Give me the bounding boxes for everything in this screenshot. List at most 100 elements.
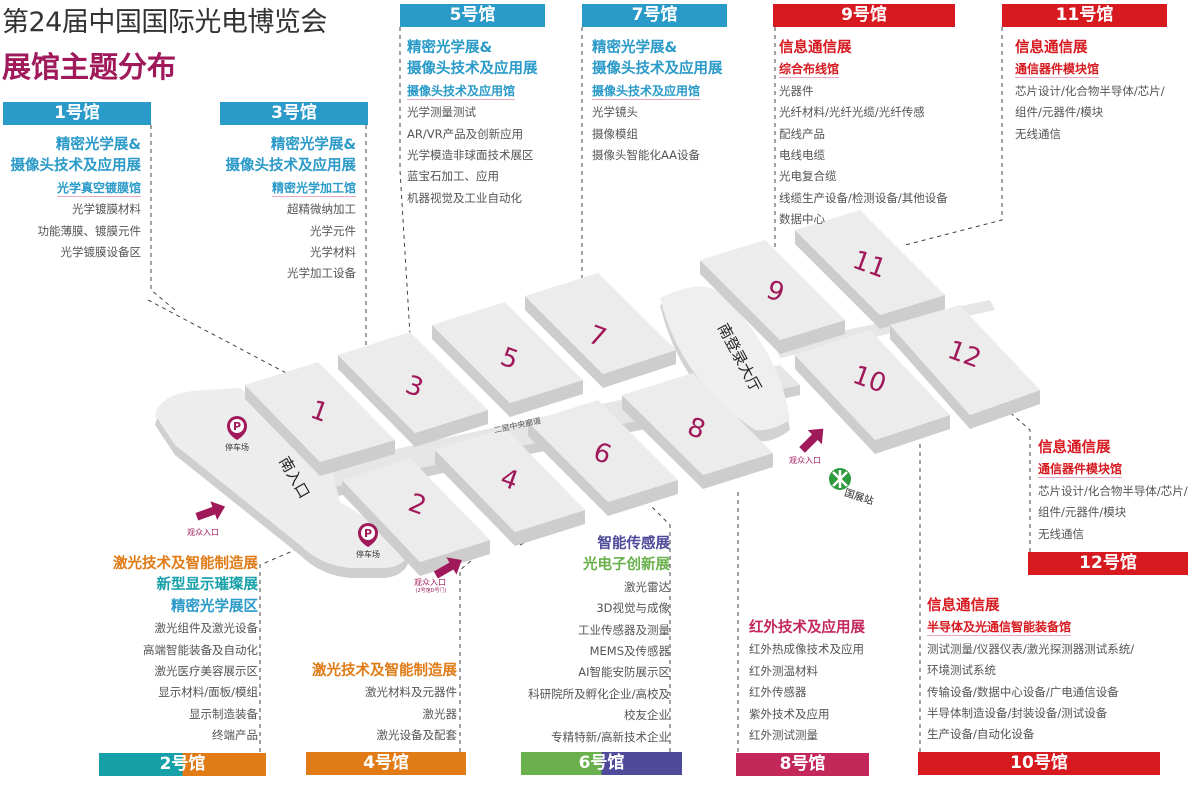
hall-side (432, 325, 583, 417)
leader-line (989, 394, 1031, 552)
pavilion-subtitle: 光学真空镀膜馆 (11, 178, 141, 199)
category-item: 光学镀膜设备区 (60, 244, 142, 259)
hall-side (342, 480, 490, 576)
hall-roof (432, 302, 583, 403)
leader-line (459, 544, 491, 752)
hall-header-h5[interactable]: 5号馆 (400, 4, 545, 27)
pavilion-subtitle-text: 精密光学加工馆 (271, 180, 356, 197)
hall-4[interactable]: 4 (435, 428, 585, 546)
exhibition-title: 精密光学展& (270, 137, 356, 153)
hall-header-h6[interactable]: 6号馆 (521, 752, 682, 775)
hall-info-h10: 信息通信展 半导体及光通信智能装备馆 测试测量/仪器仪表/激光探测器测试系统/环境测… (927, 596, 1134, 746)
hall-info-h9: 信息通信展 综合布线馆 光器件 光纤材料/光纤光缆/光纤传感 配线产品 电线电缆 光电复合缆… (779, 38, 948, 231)
exhibition-title: 摄像头技术及应用展 (225, 158, 357, 175)
hall-info-h4: 激光技术及智能制造展 激光材料及元器件 激光器 激光设备及配套 (312, 661, 457, 747)
pavilion-subtitle: 半导体及光通信智能装备馆 (927, 617, 1134, 638)
hall-info-h11: 信息通信展 通信器件模块馆 芯片设计/化合物半导体/芯片/组件/元器件/模块 无线通信 (1015, 38, 1165, 145)
pavilion-subtitle: 综合布线馆 (779, 59, 948, 80)
category-item: 激光医疗美容展示区 (154, 663, 259, 678)
exhibition-title: 精密光学展& (407, 40, 493, 56)
page-title: 展馆主题分布 (2, 50, 177, 84)
parking-label: 停车场 (225, 442, 249, 452)
svg-text:P: P (233, 420, 241, 433)
pavilion-subtitle-text: 综合布线馆 (779, 62, 840, 79)
hall-side (245, 385, 395, 476)
category-item: 激光组件及激光设备 (154, 621, 259, 636)
category-item: 配线产品 (779, 126, 825, 141)
hall-header-h4[interactable]: 4号馆 (306, 752, 466, 775)
hall-header-h7[interactable]: 7号馆 (582, 4, 727, 27)
exhibition-title: 新型显示璀璨展 (156, 577, 259, 594)
hall-3[interactable]: 3 (338, 332, 488, 447)
category-item: 红外热成像技术及应用 (749, 642, 864, 657)
category-item: 组件/元器件/模块 (1015, 105, 1104, 120)
entrance-note: (2号馆D号门) (416, 587, 447, 594)
hall-6[interactable]: 6 (528, 400, 678, 516)
category-item: 光学镀膜材料 (72, 202, 141, 217)
hall-roof (435, 428, 585, 532)
hall-header-h10[interactable]: 10号馆 (918, 752, 1160, 775)
hall-side (795, 230, 945, 329)
hall-2[interactable]: 2 (342, 458, 490, 576)
category-item: 功能薄膜、镀膜元件 (37, 223, 142, 238)
category-item: 显示制造装备 (189, 706, 258, 721)
pavilion-subtitle-text: 摄像头技术及应用馆 (592, 83, 701, 100)
hall-9[interactable]: 9 (700, 240, 845, 354)
hall-header-h3[interactable]: 3号馆 (220, 102, 368, 125)
category-item: 激光雷达 (624, 579, 670, 594)
category-item: 蓝宝石加工、应用 (407, 169, 499, 184)
hall-11[interactable]: 11 (795, 210, 945, 329)
category-item: 专精特新/高新技术企业 (551, 729, 670, 744)
category-item: AI智能安防展示区 (578, 665, 670, 680)
category-item: 光学镜头 (592, 105, 638, 120)
leader-line (649, 504, 671, 752)
pavilion-subtitle-text: 通信器件模块馆 (1015, 62, 1100, 79)
hall-roof (795, 210, 945, 315)
hall-roof (338, 332, 488, 433)
category-item: 光器件 (779, 83, 814, 98)
hall-info-h8: 红外技术及应用展 红外热成像技术及应用 红外测温材料 红外传感器 紫外技术及应用 红外测试… (749, 618, 865, 746)
audience-entrance-label: 观众入口 (414, 578, 446, 587)
pavilion-subtitle-text: 半导体及光通信智能装备馆 (927, 620, 1072, 637)
category-item: 激光设备及配套 (376, 728, 458, 743)
pavilion-subtitle-text: 通信器件模块馆 (1038, 462, 1123, 479)
hall-side (525, 296, 676, 388)
hall-side (795, 355, 950, 454)
hall-header-h2[interactable]: 2号馆 (99, 753, 266, 776)
hall-header-h11[interactable]: 11号馆 (1002, 4, 1167, 27)
hall-roof (622, 373, 773, 475)
exhibition-title: 精密光学展& (592, 40, 678, 56)
hall-10[interactable]: 10 (795, 330, 950, 454)
exhibition-title: 信息通信展 (1038, 440, 1111, 456)
category-item: 光学加工设备 (287, 266, 356, 281)
category-item: 光学元件 (310, 223, 356, 238)
leader-line (259, 519, 366, 752)
hall-header-h1[interactable]: 1号馆 (3, 102, 151, 125)
hall-8[interactable]: 8 (622, 373, 773, 489)
hall-5[interactable]: 5 (432, 302, 583, 417)
hall-info-h2: 激光技术及智能制造展 新型显示璀璨展 精密光学展区 激光组件及激光设备 高端智能装备及自… (113, 554, 258, 747)
parking-icon: P (358, 523, 378, 547)
hall-header-h9[interactable]: 9号馆 (773, 4, 955, 27)
hall-1[interactable]: 1 (245, 362, 395, 476)
pavilion-subtitle-text: 摄像头技术及应用馆 (407, 83, 516, 100)
hall-roof (528, 400, 678, 502)
hall-info-h5: 精密光学展& 摄像头技术及应用展 摄像头技术及应用馆 光学测量测试 AR/VR产品及创新… (407, 38, 538, 209)
hall-7[interactable]: 7 (525, 273, 676, 388)
metro-glyph (832, 470, 848, 488)
hall-12[interactable]: 12 (890, 305, 1040, 429)
hall-roof (342, 458, 490, 562)
category-item: 红外传感器 (749, 685, 807, 700)
hall-header-h8[interactable]: 8号馆 (736, 753, 869, 776)
parking-icon: P (227, 416, 247, 440)
hall-info-h3: 精密光学展& 摄像头技术及应用展 精密光学加工馆 超精微纳加工 光学元件 光学材料 光学加工… (225, 135, 357, 285)
category-item: 半导体制造设备/封装设备/测试设备 (927, 705, 1108, 720)
category-item: 无线通信 (1015, 126, 1061, 141)
hall-side (700, 260, 845, 354)
category-item: 芯片设计/化合物半导体/芯片/ (1038, 483, 1188, 498)
hall-header-h12[interactable]: 12号馆 (1028, 552, 1188, 575)
hall-roof (525, 273, 676, 374)
metro-station-label: 国展站 (843, 486, 876, 508)
exhibition-title: 智能传感展 (597, 536, 671, 552)
